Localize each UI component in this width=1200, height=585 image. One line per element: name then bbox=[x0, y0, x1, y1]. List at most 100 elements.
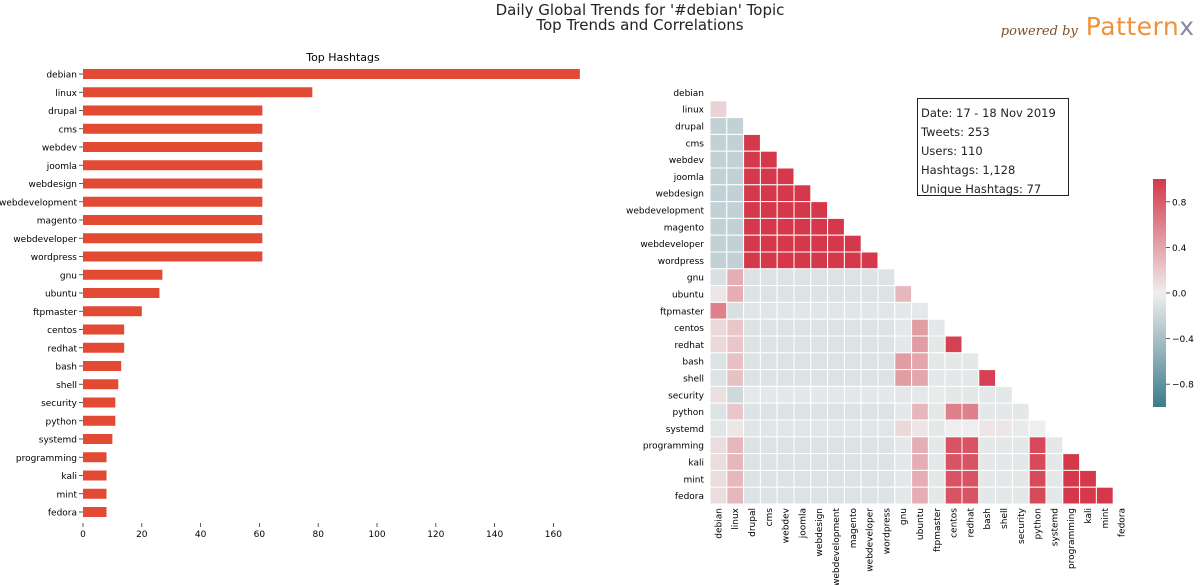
heat-cell bbox=[995, 385, 1013, 404]
heat-cell bbox=[1062, 469, 1081, 488]
heat-cell bbox=[1079, 486, 1097, 505]
heat-cell bbox=[709, 100, 728, 119]
colorbar-bar bbox=[1153, 179, 1166, 407]
heat-cell bbox=[776, 301, 795, 320]
heat-cell bbox=[726, 402, 745, 421]
heat-cell bbox=[860, 352, 879, 371]
heat-ylabel-cms: cms bbox=[686, 139, 705, 149]
heat-cell bbox=[709, 318, 728, 337]
bar-label-wordpress: wordpress bbox=[31, 253, 78, 263]
heat-cell bbox=[1011, 419, 1030, 438]
bar-mint bbox=[83, 488, 107, 499]
heat-cell bbox=[759, 352, 778, 371]
figure-title: Daily Global Trends for '#debian' Topic … bbox=[0, 3, 1200, 33]
heat-xlabel-magento: magento bbox=[849, 508, 859, 549]
heat-cell bbox=[759, 335, 778, 354]
heat-cell bbox=[726, 251, 745, 270]
bar-label-webdev: webdev bbox=[42, 144, 78, 154]
heat-cell bbox=[726, 217, 745, 236]
heat-cell bbox=[1062, 453, 1081, 471]
heat-cell bbox=[810, 469, 829, 488]
heat-cell bbox=[961, 369, 980, 387]
heat-xlabel-wordpress: wordpress bbox=[882, 508, 892, 555]
heat-cell bbox=[793, 201, 812, 219]
heat-cell bbox=[843, 469, 862, 488]
heat-cell bbox=[927, 436, 946, 455]
heat-cell bbox=[860, 436, 879, 455]
heat-cell bbox=[894, 453, 913, 471]
heat-cell bbox=[759, 268, 778, 287]
heat-cell bbox=[709, 268, 728, 287]
heat-ylabel-centos: centos bbox=[674, 324, 704, 334]
heat-cell bbox=[843, 436, 862, 455]
heat-xlabel-programming: programming bbox=[1067, 508, 1077, 569]
bar-webdesign bbox=[83, 178, 263, 189]
heat-cell bbox=[793, 268, 812, 287]
heat-cell bbox=[877, 335, 896, 354]
heat-cell bbox=[860, 469, 879, 488]
heat-cell bbox=[927, 402, 946, 421]
heat-cell bbox=[894, 301, 913, 320]
heat-cell bbox=[793, 318, 812, 337]
bar-debian bbox=[83, 69, 580, 79]
bar-chart-title: Top Hashtags bbox=[305, 51, 380, 64]
heat-ylabel-security: security bbox=[668, 391, 705, 401]
heat-cell bbox=[877, 469, 896, 488]
heat-cell bbox=[877, 352, 896, 371]
heat-cell bbox=[759, 150, 778, 169]
heat-cell bbox=[810, 268, 829, 287]
heat-cell bbox=[759, 453, 778, 471]
brand-prefix: powered by bbox=[1000, 24, 1078, 39]
heat-cell bbox=[978, 486, 997, 505]
heat-cell bbox=[709, 234, 728, 253]
heat-xlabel-python: python bbox=[1034, 508, 1044, 539]
heat-cell bbox=[776, 285, 795, 303]
heat-cell bbox=[709, 436, 728, 455]
heat-cell bbox=[827, 251, 845, 270]
heat-xlabel-bash: bash bbox=[983, 508, 993, 530]
heat-cell bbox=[759, 369, 778, 387]
heat-cell bbox=[726, 167, 745, 186]
heat-cell bbox=[759, 184, 778, 203]
heat-cell bbox=[1011, 436, 1030, 455]
heat-cell bbox=[793, 469, 812, 488]
bar-label-gnu: gnu bbox=[60, 271, 77, 281]
heat-cell bbox=[1028, 419, 1047, 438]
heat-cell bbox=[944, 369, 963, 387]
heat-cell bbox=[793, 486, 812, 505]
heat-cell bbox=[1045, 436, 1064, 455]
heat-cell bbox=[911, 385, 929, 404]
stats-unique: Unique Hashtags: 77 bbox=[921, 182, 1042, 196]
bar-label-webdevelopment: webdevelopment bbox=[0, 198, 77, 208]
colorbar-tick-label: −0.8 bbox=[1172, 381, 1194, 391]
heat-cell bbox=[709, 352, 728, 371]
bar-xtick-160: 160 bbox=[545, 530, 562, 540]
heat-ylabel-webdesign: webdesign bbox=[656, 190, 704, 200]
heat-cell bbox=[961, 469, 980, 488]
heat-cell bbox=[911, 469, 929, 488]
heat-cell bbox=[860, 453, 879, 471]
heat-cell bbox=[793, 419, 812, 438]
heat-ylabel-ftpmaster: ftpmaster bbox=[660, 307, 704, 317]
heat-cell bbox=[793, 453, 812, 471]
bar-redhat bbox=[83, 342, 125, 353]
heat-cell bbox=[793, 301, 812, 320]
heat-cell bbox=[877, 301, 896, 320]
heat-cell bbox=[776, 217, 795, 236]
heat-cell bbox=[759, 217, 778, 236]
heat-cell bbox=[860, 419, 879, 438]
heat-cell bbox=[793, 285, 812, 303]
heat-cell bbox=[759, 251, 778, 270]
heat-cell bbox=[894, 419, 913, 438]
heat-cell bbox=[709, 453, 728, 471]
heat-cell bbox=[843, 369, 862, 387]
heat-cell bbox=[911, 436, 929, 455]
bar-xtick-60: 60 bbox=[254, 530, 266, 540]
heat-ylabel-wordpress: wordpress bbox=[658, 257, 705, 267]
heat-cell bbox=[776, 419, 795, 438]
heat-cell bbox=[927, 486, 946, 505]
colorbar-tick-label: −0.4 bbox=[1172, 335, 1194, 345]
heat-cell bbox=[776, 251, 795, 270]
heat-cell bbox=[726, 369, 745, 387]
heat-cell bbox=[843, 301, 862, 320]
